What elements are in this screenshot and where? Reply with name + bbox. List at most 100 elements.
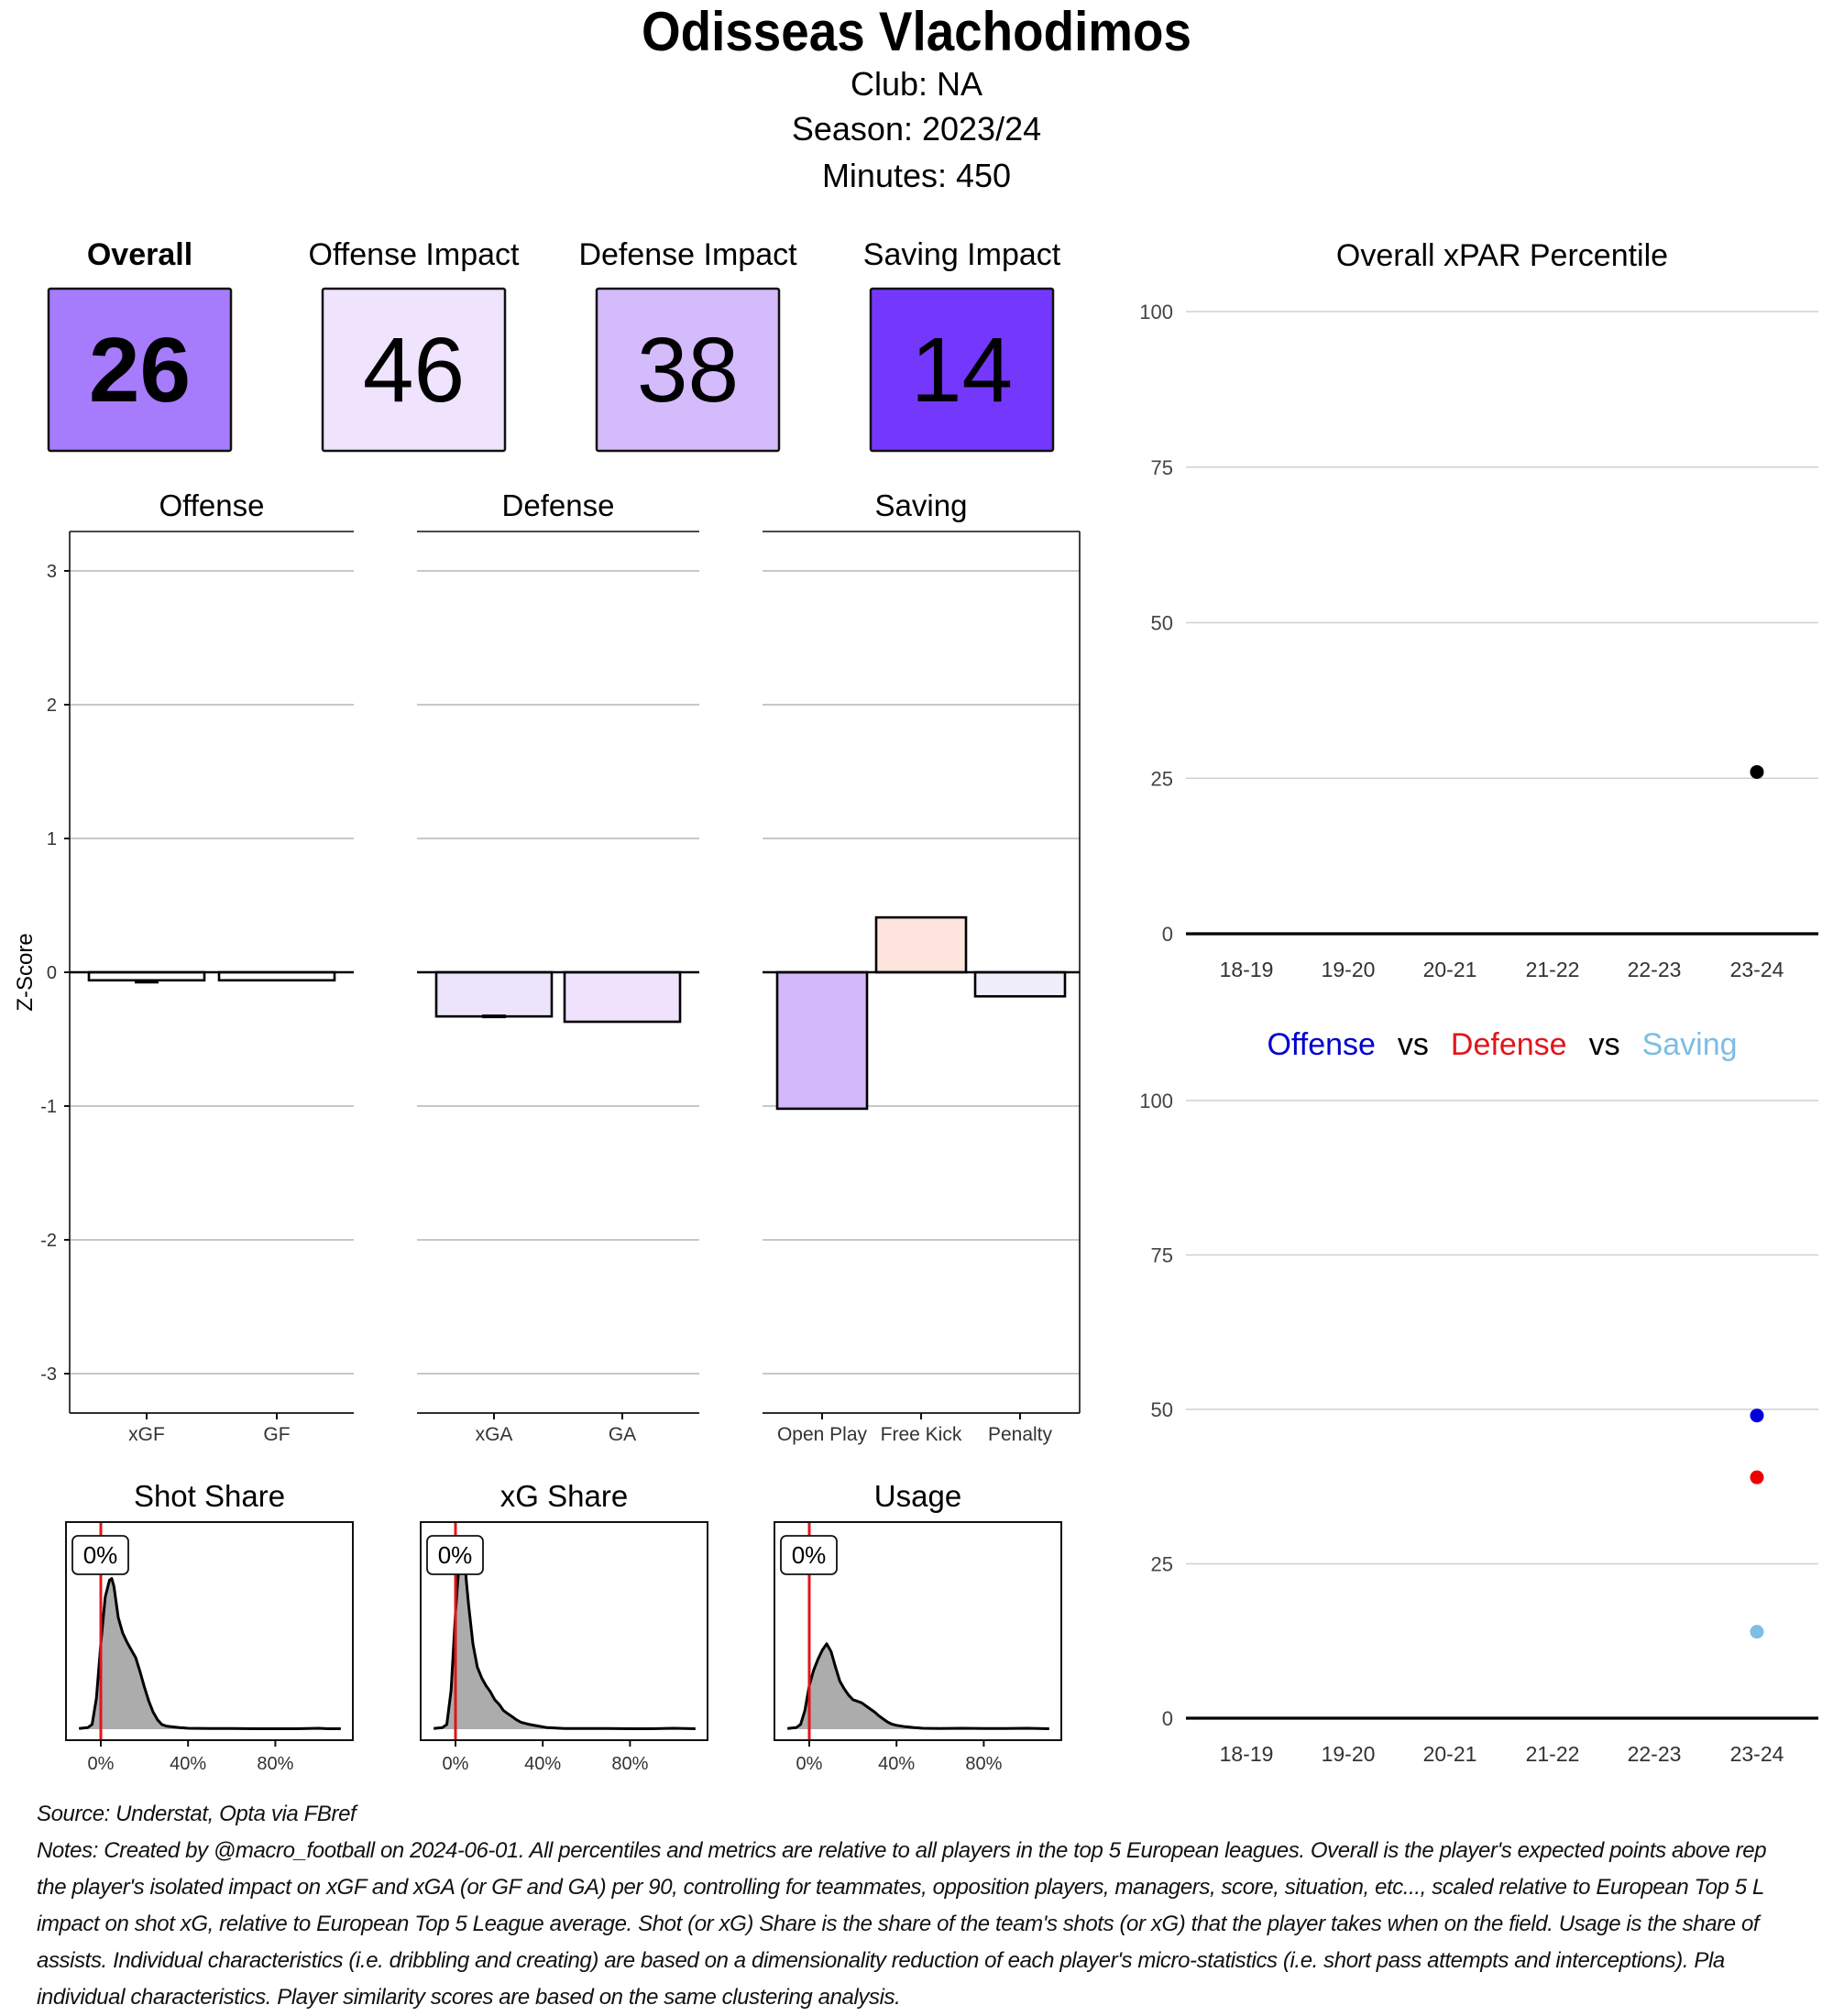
- source-line: Source: Understat, Opta via FBref: [37, 1802, 357, 1826]
- bar-panel-defense: Defense xGA GA: [417, 488, 699, 1445]
- point-overall: [1750, 764, 1764, 779]
- y-tick-label: -2: [40, 1231, 57, 1251]
- club-line: Club: NA: [851, 65, 982, 103]
- overall-percentile-chart: Overall xPAR Percentile 0 25 50 75 100 18-19 19…: [1139, 238, 1818, 981]
- card-box: [869, 287, 1055, 453]
- point-saving: [1750, 1625, 1764, 1639]
- x-tick-label: 80%: [611, 1754, 648, 1774]
- y-tick-label: 0: [47, 963, 57, 983]
- panel-title: Offense: [159, 488, 265, 522]
- card-value: 46: [363, 319, 465, 422]
- card-label: Saving Impact: [863, 237, 1061, 272]
- player-name: Odisseas Vlachodimos: [642, 1, 1191, 62]
- y-tick-label: 25: [1151, 767, 1173, 790]
- panel-title: Saving: [875, 488, 968, 522]
- card-box: [595, 287, 781, 453]
- y-tick-label: 75: [1151, 1244, 1173, 1267]
- notes-line: Notes: Created by @macro_football on 202…: [37, 1838, 1767, 1863]
- zscore-bar-charts: Z-Score Offense 3 2 1 0 -1 -2 -3 xGF GF Defense xGA G…: [13, 488, 1081, 1445]
- y-tick-label: 0: [1162, 923, 1173, 946]
- footer-notes: Source: Understat, Opta via FBref Notes:…: [37, 1796, 1833, 2016]
- x-tick-label: 19-20: [1322, 1742, 1376, 1766]
- x-tick-label: 40%: [524, 1754, 561, 1774]
- x-tick-label: Penalty: [988, 1424, 1053, 1445]
- notes-line: individual characteristics. Player simil…: [37, 1985, 901, 2010]
- bar-penalty: [973, 970, 1067, 998]
- title-part-vs: vs: [1398, 1027, 1429, 1062]
- density-area: [787, 1643, 1049, 1729]
- density-panel-usage: Usage 0% 0% 40% 80%: [774, 1479, 1062, 1774]
- y-tick-label: 2: [47, 696, 57, 716]
- x-tick-label: GF: [263, 1424, 290, 1445]
- y-tick-label: -1: [40, 1097, 57, 1117]
- card-value: 14: [911, 319, 1013, 422]
- y-tick-label: -3: [40, 1364, 57, 1385]
- y-tick-label: 1: [47, 829, 57, 849]
- x-tick-label: xGF: [128, 1424, 165, 1445]
- x-tick-label: xGA: [476, 1424, 513, 1445]
- x-tick-label: 21-22: [1526, 1742, 1580, 1766]
- x-tick-label: 0%: [88, 1754, 115, 1774]
- value-label: 0%: [438, 1541, 473, 1569]
- y-tick-label: 100: [1139, 301, 1173, 323]
- x-tick-label: 22-23: [1628, 958, 1682, 981]
- minutes-line: Minutes: 450: [822, 157, 1011, 194]
- bar-panel-offense: Offense 3 2 1 0 -1 -2 -3 xGF GF: [40, 488, 354, 1445]
- y-axis-label: Z-Score: [13, 933, 38, 1011]
- value-label-box: [426, 1535, 484, 1575]
- x-tick-label: Free Kick: [881, 1424, 962, 1445]
- notes-line: the player's isolated impact on xGF and …: [37, 1875, 1764, 1900]
- y-tick-label: 25: [1151, 1553, 1173, 1576]
- x-tick-label: 22-23: [1628, 1742, 1682, 1766]
- title-part-offense: Offense: [1267, 1027, 1375, 1062]
- point-offense: [1750, 1408, 1764, 1423]
- panel-border: [420, 1521, 708, 1741]
- x-tick-label: Open Play: [777, 1424, 868, 1445]
- bar-xgf: [87, 970, 206, 982]
- card-box: [321, 287, 507, 453]
- card-label: Overall: [87, 237, 192, 272]
- density-panel-xg-share: xG Share 0% 0% 40% 80%: [420, 1479, 708, 1774]
- value-label-box: [780, 1535, 838, 1575]
- point-defense: [1750, 1470, 1764, 1485]
- panel-title: Usage: [874, 1479, 961, 1513]
- card-value: 38: [637, 319, 739, 422]
- x-tick-label: 20-21: [1423, 1742, 1477, 1766]
- y-tick-label: 3: [47, 562, 57, 582]
- notes-line: impact on shot xG, relative to European …: [37, 1912, 1760, 1936]
- bar-open-play: [775, 970, 869, 1111]
- chart-title: Offense vs Defense vs Saving: [1267, 1027, 1737, 1062]
- value-label: 0%: [792, 1541, 827, 1569]
- x-tick-label: 21-22: [1526, 958, 1580, 981]
- x-tick-label: 0%: [443, 1754, 469, 1774]
- density-line: [787, 1642, 1049, 1730]
- x-tick-label: 0%: [796, 1754, 823, 1774]
- x-tick-label: 19-20: [1322, 958, 1376, 981]
- y-tick-label: 50: [1151, 612, 1173, 635]
- panel-border: [65, 1521, 354, 1741]
- value-label-box: [71, 1535, 129, 1575]
- title-part-defense: Defense: [1451, 1027, 1567, 1062]
- panel-title: Defense: [502, 488, 615, 522]
- x-tick-label: 23-24: [1730, 1742, 1784, 1766]
- density-area: [79, 1578, 341, 1729]
- notes-line: assists. Individual characteristics (i.e…: [37, 1948, 1725, 1973]
- panel-title: xG Share: [500, 1479, 628, 1513]
- chart-title: Overall xPAR Percentile: [1336, 238, 1668, 273]
- x-tick-label: 18-19: [1220, 958, 1274, 981]
- card-label: Defense Impact: [578, 237, 797, 272]
- x-tick-label: 40%: [878, 1754, 915, 1774]
- bar-xga: [434, 970, 554, 1018]
- panel-title: Shot Share: [134, 1479, 285, 1513]
- x-tick-label: 20-21: [1423, 958, 1477, 981]
- density-panel-shot-share: Shot Share 0% 0% 40% 80%: [65, 1479, 354, 1774]
- y-tick-label: 100: [1139, 1090, 1173, 1112]
- x-tick-label: GA: [609, 1424, 636, 1445]
- title-part-vs: vs: [1589, 1027, 1620, 1062]
- component-percentile-chart: Offense vs Defense vs Saving 0 25 50 75 100 18-19 1…: [1139, 1027, 1818, 1766]
- x-tick-label: 40%: [170, 1754, 206, 1774]
- panel-border: [774, 1521, 1062, 1741]
- x-tick-label: 80%: [965, 1754, 1002, 1774]
